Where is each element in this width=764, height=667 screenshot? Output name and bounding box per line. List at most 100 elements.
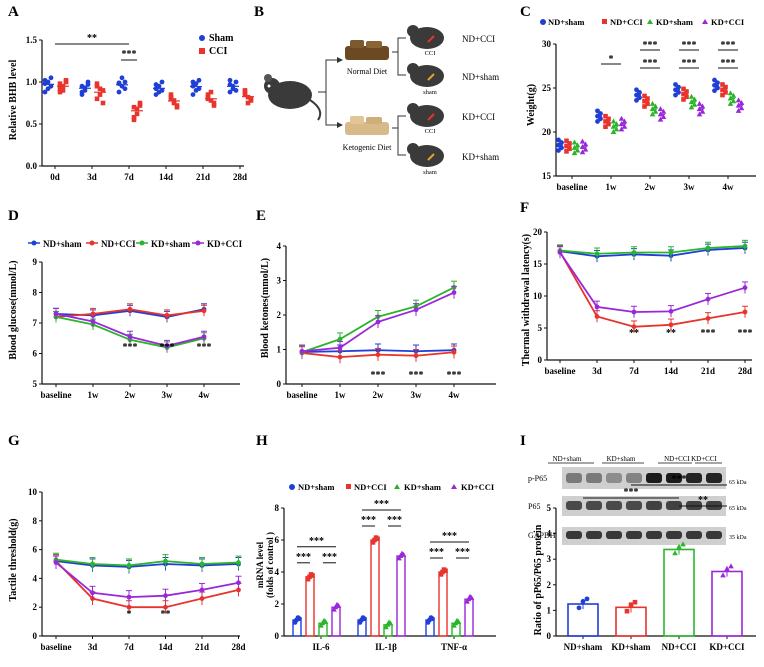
series-point-kd_sham	[126, 563, 132, 568]
series-point-kd_cci	[201, 334, 207, 340]
panel-f-xtick-label: 14d	[664, 366, 678, 376]
bar-point-nd_cci	[370, 540, 376, 545]
point-kd_cci	[657, 116, 664, 122]
point-cci	[245, 100, 251, 106]
series-line-nd_sham	[55, 560, 239, 568]
panel-i-ylabel: Ratio of pP65/P65 protein	[533, 524, 544, 635]
bar-point-kd_sham	[455, 618, 462, 624]
point-nd_cci	[564, 149, 569, 154]
panel-c-ytick-label: 30	[542, 39, 552, 49]
panel-h-ylabel2: (folds of control )	[265, 532, 275, 598]
panel-a-ylabel: Relative BHB level	[8, 60, 19, 141]
point-kd_cci	[579, 149, 586, 155]
panel-letter-a: A	[8, 4, 19, 20]
panel-e-ytick-label: 3	[277, 276, 282, 286]
legend-c-kd-cci: KD+CCI	[711, 17, 745, 27]
panel-d-xtick-label: 4w	[199, 390, 211, 400]
point-nd_cci	[684, 94, 689, 100]
blot-label-p65: P65	[528, 502, 540, 511]
ketogenic-diet-label: Ketogenic Diet	[343, 143, 392, 152]
panel-c-points: *******************	[556, 40, 745, 156]
panel-d-series: *** *** ***	[53, 303, 212, 353]
panel-i-ytick-label: 0	[547, 631, 552, 641]
series-point-kd_cci	[557, 250, 563, 255]
point-sham	[79, 89, 85, 95]
panel-g-xtick-label: 21d	[195, 642, 209, 652]
panel-h-xtick-label: TNF-α	[441, 642, 467, 652]
point-kd_cci	[696, 111, 703, 117]
blot-header-kd-cci: KD+CCI	[691, 455, 717, 463]
point-cci	[94, 81, 100, 86]
point-kd_sham	[613, 121, 620, 127]
point-cci	[248, 96, 254, 102]
panel-d-ytick-label: 9	[33, 257, 38, 267]
point-kd_cci	[582, 141, 589, 147]
point-sham	[42, 77, 48, 83]
panel-c-xtick-label: 3w	[684, 182, 696, 192]
point-kd_cci	[582, 146, 589, 152]
panel-d-xtick-label: 2w	[125, 390, 137, 400]
point-cci	[100, 88, 106, 93]
point-cci	[131, 114, 137, 120]
panel-g-xtick-label: 14d	[158, 642, 172, 652]
blot-band	[706, 531, 722, 539]
panel-c-chart: Weight(g) ND+sham ND+CCI KD+sham KD+CCI	[526, 17, 745, 126]
panel-a-xtick-label: 7d	[124, 172, 134, 182]
point-sham	[153, 92, 159, 97]
sig-label-c: ***	[643, 58, 658, 69]
point-kd_sham	[574, 147, 581, 153]
panel-d-chart: Blood glucose(mmol/L) ND+sham ND+CCI KD+…	[8, 239, 243, 360]
panel-d-ytick-label: 5	[33, 379, 38, 389]
series-point-kd_sham	[631, 250, 637, 255]
series-point-kd_sham	[594, 251, 600, 257]
panel-h-ylabel: mRNA level	[255, 541, 265, 588]
point-nd_cci	[645, 96, 650, 101]
panel-e-sig-label: ***	[371, 370, 386, 381]
point-kd_cci	[618, 126, 625, 132]
panel-a-points: *****	[42, 33, 254, 123]
point-kd_cci	[738, 105, 745, 111]
blot-kda-3: 35 kDa	[729, 535, 747, 541]
blot-band	[606, 531, 622, 539]
sig-label-h: ***	[322, 552, 337, 563]
panel-a-xtick-label: 28d	[233, 172, 247, 182]
point-kd_sham	[652, 108, 659, 114]
panel-g-xtick-label: 28d	[231, 642, 245, 652]
legend-h-nd-sham: ND+sham	[298, 482, 335, 492]
panel-i-chart: ND+sham KD+sham ND+CCI KD+CCI p-P65 P65 …	[528, 455, 747, 635]
panel-i-xtick-label: ND+CCI	[662, 642, 697, 652]
point-kd_sham	[571, 139, 578, 145]
point-cci	[131, 117, 137, 123]
series-point-kd_cci	[90, 590, 95, 596]
point-cci	[134, 106, 140, 112]
point-kd_sham	[613, 126, 620, 132]
panel-f-xtick-label: 28d	[738, 366, 752, 376]
bar-point-i	[680, 541, 686, 547]
panel-e-xtick-label: 1w	[335, 390, 347, 400]
western-blot: ND+sham KD+sham ND+CCI KD+CCI p-P65 P65 …	[528, 455, 747, 545]
series-point-nd_cci	[90, 311, 96, 317]
point-nd_cci	[642, 104, 647, 109]
panel-e-series: *** *** ***	[299, 280, 462, 381]
panel-d-sig-label: ***	[160, 342, 175, 353]
blot-band	[626, 473, 642, 483]
point-cci	[242, 92, 248, 97]
panel-f-ytick-label: 5	[538, 323, 543, 333]
legend-cci-marker	[199, 48, 205, 54]
blot-strip-pp65	[562, 467, 726, 489]
bar-nd_cci	[370, 539, 380, 637]
legend-d-nd-sham: ND+sham	[43, 239, 82, 249]
series-point-kd_cci	[199, 587, 205, 593]
panel-f-chart: Thermal withdrawal latency(s)	[521, 234, 532, 366]
mouse-kd-cci: CCI	[407, 103, 444, 135]
legend-d-kd-cci-marker	[195, 240, 201, 246]
mouse-kd-sham-tag: sham	[423, 169, 437, 176]
series-point-kd_cci	[53, 311, 59, 317]
series-point-kd_sham	[163, 558, 168, 564]
bar-kd_cci	[464, 598, 474, 637]
bar-point-i	[624, 608, 630, 614]
series-point-kd_cci	[594, 304, 600, 310]
blot-label-pp65: p-P65	[528, 474, 547, 483]
series-point-kd_sham	[236, 560, 241, 565]
